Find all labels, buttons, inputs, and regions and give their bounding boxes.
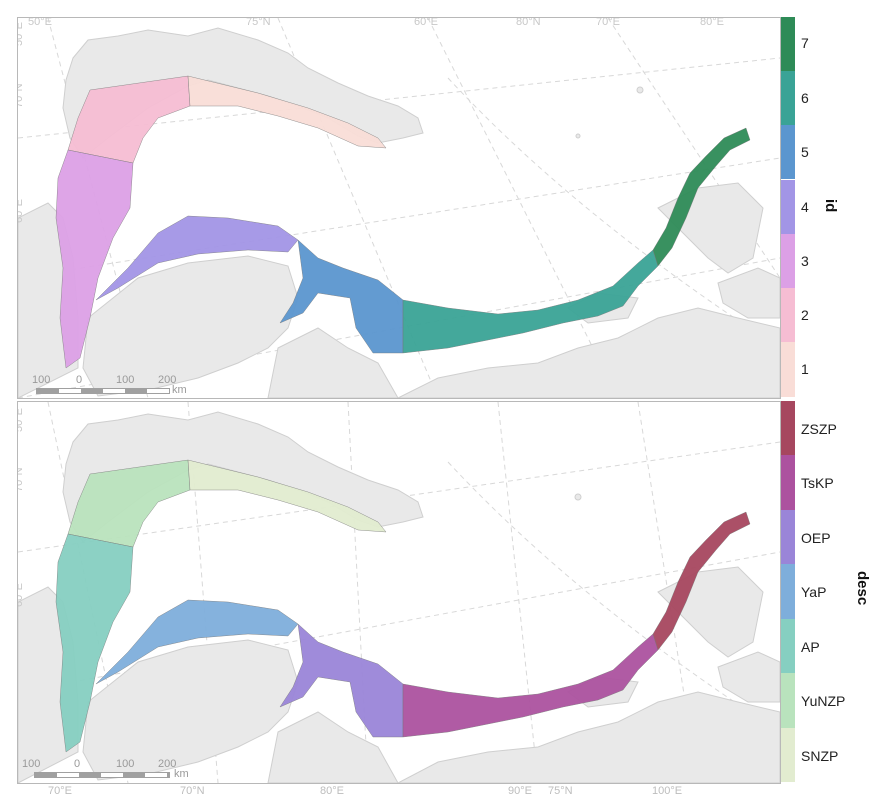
legend-swatch bbox=[781, 564, 795, 619]
legend-swatch bbox=[781, 180, 795, 234]
scale-unit: km bbox=[174, 768, 189, 780]
scale-tick: 100 bbox=[116, 758, 135, 770]
legend-swatch bbox=[781, 401, 795, 455]
scale-tick: 100 bbox=[22, 758, 41, 770]
legend-swatch bbox=[781, 125, 795, 179]
coord-label: 60°E bbox=[17, 199, 25, 223]
coord-label: 80°E bbox=[320, 785, 344, 797]
coord-label: 50°E bbox=[28, 17, 52, 28]
legend-label: 4 bbox=[801, 199, 809, 215]
scale-tick: 100 bbox=[32, 374, 51, 386]
legend-swatch bbox=[781, 510, 795, 564]
coord-label: 70°E bbox=[48, 785, 72, 797]
scale-tick: 0 bbox=[74, 758, 81, 770]
legend-label: YuNZP bbox=[801, 693, 846, 709]
coord-label: 80°E bbox=[700, 17, 724, 28]
legend-label: SNZP bbox=[801, 748, 839, 764]
zone-1 bbox=[187, 75, 387, 149]
legend-title: id bbox=[822, 199, 839, 213]
legend-label: 3 bbox=[801, 253, 809, 269]
legend-swatch bbox=[781, 455, 795, 510]
legend-label: YaP bbox=[801, 584, 827, 600]
scale-tick: 200 bbox=[158, 374, 177, 386]
zones bbox=[55, 75, 751, 369]
map-canvas-top bbox=[18, 18, 780, 398]
coord-label: 50°E bbox=[17, 22, 25, 46]
scale-bar: 100 0 100 200 km bbox=[22, 758, 202, 780]
legend-label: OEP bbox=[801, 530, 831, 546]
coord-label: 60°E bbox=[414, 17, 438, 28]
coord-label: 70°E bbox=[596, 17, 620, 28]
land bbox=[18, 411, 780, 783]
map-panel-top: 50°E 75°N 60°E 80°N 70°E 80°E 50°E 70°N … bbox=[17, 17, 781, 399]
legend-label: 6 bbox=[801, 90, 809, 106]
legend-title: desc bbox=[854, 571, 871, 606]
legend-label: 5 bbox=[801, 144, 809, 160]
zone-7 bbox=[652, 127, 751, 267]
coord-label: 70°N bbox=[180, 785, 205, 797]
legend-swatch bbox=[781, 288, 795, 342]
coord-label: 75°N bbox=[246, 17, 271, 28]
zone-AP bbox=[55, 533, 134, 753]
legend-swatch bbox=[781, 728, 795, 782]
zone-5 bbox=[279, 239, 404, 354]
land bbox=[18, 27, 780, 398]
zone-OEP bbox=[279, 623, 404, 738]
scale-tick: 100 bbox=[116, 374, 135, 386]
map-canvas-bottom bbox=[18, 402, 780, 783]
legend-label: AP bbox=[801, 639, 820, 655]
legend-swatch bbox=[781, 342, 795, 397]
scale-tick: 0 bbox=[76, 374, 83, 386]
legend-swatch bbox=[781, 234, 795, 288]
legend-swatch bbox=[781, 619, 795, 673]
coord-label: 80°N bbox=[516, 17, 541, 28]
map-panel-bottom: 50°E 70°N 60°E 100 0 100 200 km bbox=[17, 401, 781, 784]
zone-6 bbox=[402, 249, 659, 354]
zone-ZSZP bbox=[652, 511, 751, 651]
legend-label: ZSZP bbox=[801, 421, 837, 437]
coord-label: 60°E bbox=[17, 583, 25, 607]
scale-tick: 200 bbox=[158, 758, 177, 770]
coord-label: 100°E bbox=[652, 785, 683, 797]
legend-swatch bbox=[781, 673, 795, 728]
legend-id: 7 6 5 4 3 2 1 id bbox=[781, 17, 839, 397]
legend-label: 7 bbox=[801, 35, 809, 51]
coord-label: 75°N bbox=[548, 785, 573, 797]
scale-bar: 100 0 100 200 km bbox=[32, 374, 202, 396]
legend-label: 2 bbox=[801, 307, 809, 323]
legend-desc: ZSZP TsKP OEP YaP AP YuNZP SNZP desc bbox=[781, 401, 871, 782]
zone-TsKP bbox=[402, 633, 659, 738]
legend-swatch bbox=[781, 71, 795, 125]
legend-label: TsKP bbox=[801, 475, 834, 491]
zone-SNZP bbox=[187, 459, 387, 533]
scale-unit: km bbox=[172, 384, 187, 396]
legend-swatch bbox=[781, 17, 795, 71]
coord-label: 70°N bbox=[17, 467, 25, 492]
legend-label: 1 bbox=[801, 361, 809, 377]
zone-3 bbox=[55, 149, 134, 369]
coord-label: 70°N bbox=[17, 83, 25, 108]
coord-label: 90°E bbox=[508, 785, 532, 797]
zones bbox=[55, 459, 751, 753]
coord-label: 50°E bbox=[17, 408, 25, 432]
